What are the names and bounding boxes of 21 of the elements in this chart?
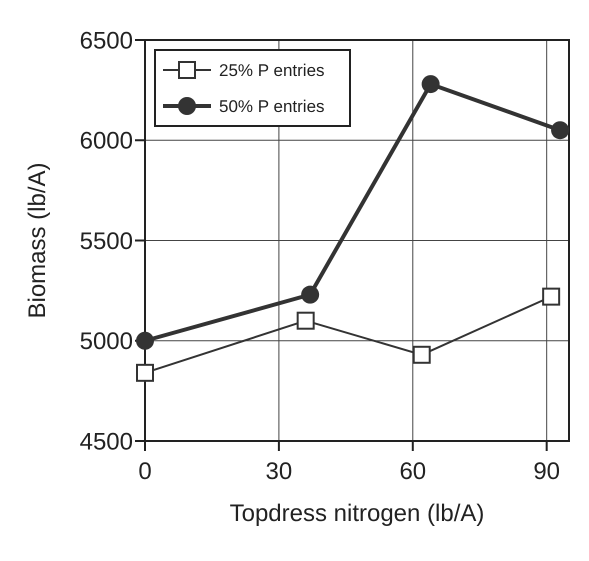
legend-label: 25% P entries: [219, 60, 325, 80]
x-tick-label: 0: [138, 458, 152, 485]
x-tick-label: 90: [533, 458, 560, 485]
x-axis-title: Topdress nitrogen (lb/A): [230, 500, 484, 527]
y-tick-label: 6500: [80, 27, 133, 54]
legend-label: 50% P entries: [219, 96, 325, 116]
point: [136, 364, 154, 382]
y-tick-label: 6000: [80, 128, 133, 155]
y-axis-title: Biomass (lb/A): [24, 162, 51, 319]
point: [296, 312, 315, 330]
x-tick-label: 30: [266, 458, 292, 485]
point: [301, 286, 320, 304]
y-tick-label: 4500: [80, 428, 133, 456]
point: [551, 121, 570, 140]
y-tick-label: 5000: [80, 328, 133, 356]
point: [422, 75, 440, 94]
y-tick-label: 5500: [80, 228, 133, 255]
x-tick-label: 60: [399, 458, 426, 485]
point: [136, 332, 154, 350]
point: [412, 346, 431, 364]
point: [542, 288, 560, 306]
